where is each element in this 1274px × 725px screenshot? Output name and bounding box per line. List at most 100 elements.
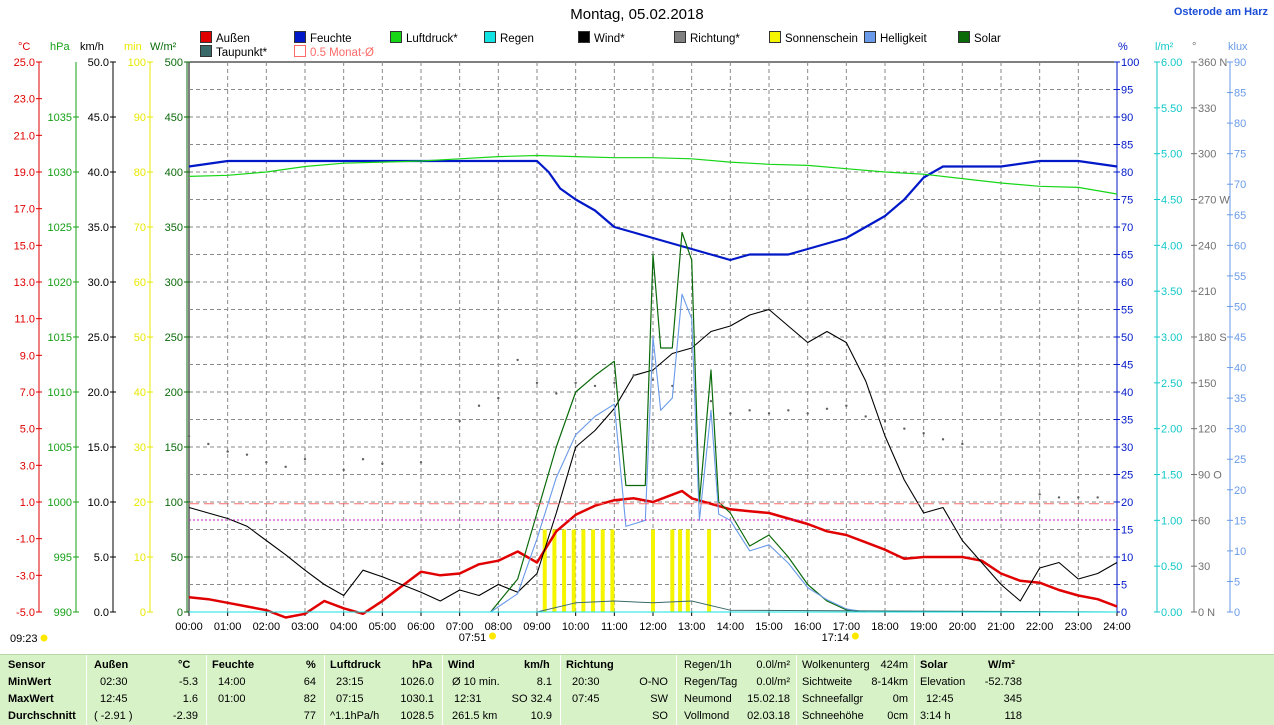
tick-label-temp: -1.0 (16, 534, 35, 546)
tick-label-wind: 50.0 (88, 57, 109, 69)
tick-label-rain: 0.50 (1161, 561, 1182, 573)
sunset-icon (851, 632, 859, 640)
tick-label-temp: 15.0 (14, 240, 35, 252)
legend-label: Solar (974, 33, 1001, 45)
summary-header-luftdruck-unit: hPa (412, 659, 433, 671)
sunshine-bar (707, 529, 712, 612)
tick-label-direction: 240 (1198, 240, 1216, 252)
sunshine-bar (552, 529, 557, 612)
direction-point (651, 378, 655, 381)
row-label-min: MinWert (8, 676, 52, 688)
legend-item: Sonnenschein (769, 31, 858, 45)
sunshine-bar (678, 529, 683, 612)
summary-header-solar: Solar (920, 659, 948, 671)
x-tick-label: 07:00 (446, 621, 474, 633)
x-tick-label: 13:00 (678, 621, 706, 633)
luftdruck-avg-value: 1028.5 (400, 710, 434, 722)
richtung-max-time: 07:45 (572, 693, 600, 705)
direction-point (748, 409, 751, 412)
tick-label-lux: 55 (1234, 271, 1246, 283)
x-tick-label: 06:00 (407, 621, 435, 633)
legend-label: Sonnenschein (785, 33, 858, 45)
axis-temp: 25.0 23.0 21.0 19.0 17.0 15.0 13.0 11.0 9.0 7.0 5.… (14, 57, 42, 619)
station-name[interactable]: Osterode am Harz (1173, 6, 1268, 18)
tick-label-press: 1015 (48, 332, 72, 344)
tick-label-solar: 500 (165, 57, 183, 69)
legend-label: Richtung* (690, 33, 740, 45)
legend-item: Richtung* (674, 31, 740, 45)
sunshine-bar (670, 529, 675, 612)
tick-label-humidity: 0 (1121, 607, 1127, 619)
richtung-max-value: SW (650, 693, 668, 705)
legend-item: Solar (958, 31, 1001, 45)
tick-label-lux: 70 (1234, 179, 1246, 191)
tick-label-humidity: 20 (1121, 497, 1133, 509)
sunshine-bars (542, 529, 712, 612)
sunshine-bar (600, 529, 605, 612)
x-tick-label: 14:00 (717, 621, 745, 633)
tick-label-humidity: 100 (1121, 57, 1139, 69)
tick-label-temp: 25.0 (14, 57, 35, 69)
tick-label-humidity: 45 (1121, 360, 1133, 372)
row-label-avg: Durchschnitt (8, 710, 76, 722)
tick-label-min: 80 (134, 167, 146, 179)
tick-label-temp: 9.0 (20, 350, 35, 362)
tick-label-temp: 5.0 (20, 424, 35, 436)
direction-point (787, 409, 790, 412)
legend-item: Außen (200, 31, 250, 45)
unit-label-press: hPa (50, 41, 70, 53)
summary-header-feuchte-unit: % (306, 659, 316, 671)
direction-point (1038, 493, 1041, 496)
luftdruck-trend: ^1.1hPa/h (330, 710, 380, 722)
tick-label-humidity: 10 (1121, 552, 1133, 564)
direction-point (709, 399, 713, 403)
legend-item: Wind* (578, 31, 625, 45)
direction-point (941, 438, 945, 441)
direction-point (632, 373, 635, 377)
regen-tag-value: 0.0l/m² (756, 676, 790, 688)
regen-1h-value: 0.0l/m² (756, 659, 790, 671)
direction-point (458, 419, 461, 423)
wolken-label: Wolkenunterg (802, 659, 870, 671)
tick-label-rain: 1.00 (1161, 515, 1182, 527)
luftdruck-min-value: 1026.0 (400, 676, 434, 688)
sunshine-bar (571, 529, 576, 612)
solar-max-time: 12:45 (926, 693, 954, 705)
tick-label-press: 1030 (48, 167, 72, 179)
legend-label: Feuchte (310, 33, 352, 45)
tick-label-lux: 20 (1234, 485, 1246, 497)
unit-label-min: min (124, 41, 142, 53)
x-tick-label: 10:00 (562, 621, 590, 633)
tick-label-lux: 25 (1234, 454, 1246, 466)
tick-label-min: 30 (134, 442, 146, 454)
tick-label-humidity: 80 (1121, 167, 1133, 179)
tick-label-rain: 6.00 (1161, 57, 1182, 69)
sunrise-label: 07:51 (459, 632, 487, 644)
tick-label-temp: 21.0 (14, 130, 35, 142)
direction-point (903, 427, 906, 430)
tick-label-direction: 0 N (1198, 607, 1215, 619)
solar-elevation-value: -52.738 (984, 676, 1022, 688)
legend-label: Regen (500, 33, 534, 45)
x-tick-label: 24:00 (1103, 621, 1131, 633)
tick-label-solar: 300 (165, 277, 183, 289)
tick-label-lux: 75 (1234, 149, 1246, 161)
legend-label: 0.5 Monat-Ø (310, 47, 374, 59)
direction-point (1096, 496, 1099, 499)
legend-swatch (294, 45, 306, 57)
tick-label-humidity: 75 (1121, 195, 1133, 207)
aussen-max-time: 12:45 (100, 693, 128, 705)
legend-item: Taupunkt* (200, 45, 267, 59)
tick-label-rain: 3.00 (1161, 332, 1182, 344)
solar-max-value: 345 (1003, 693, 1022, 705)
weather-chart: 25.0 23.0 21.0 19.0 17.0 15.0 13.0 11.0 9.0 7.0 5.… (10, 41, 1248, 645)
x-axis: 00:00 01:00 02:00 03:00 04:00 05:00 06:00 07:00… (175, 612, 1131, 633)
direction-point (303, 458, 307, 461)
tick-label-solar: 350 (165, 222, 183, 234)
tick-label-press: 990 (54, 607, 72, 619)
direction-point (767, 412, 771, 415)
direction-point (845, 404, 848, 407)
tick-label-humidity: 15 (1121, 525, 1133, 537)
